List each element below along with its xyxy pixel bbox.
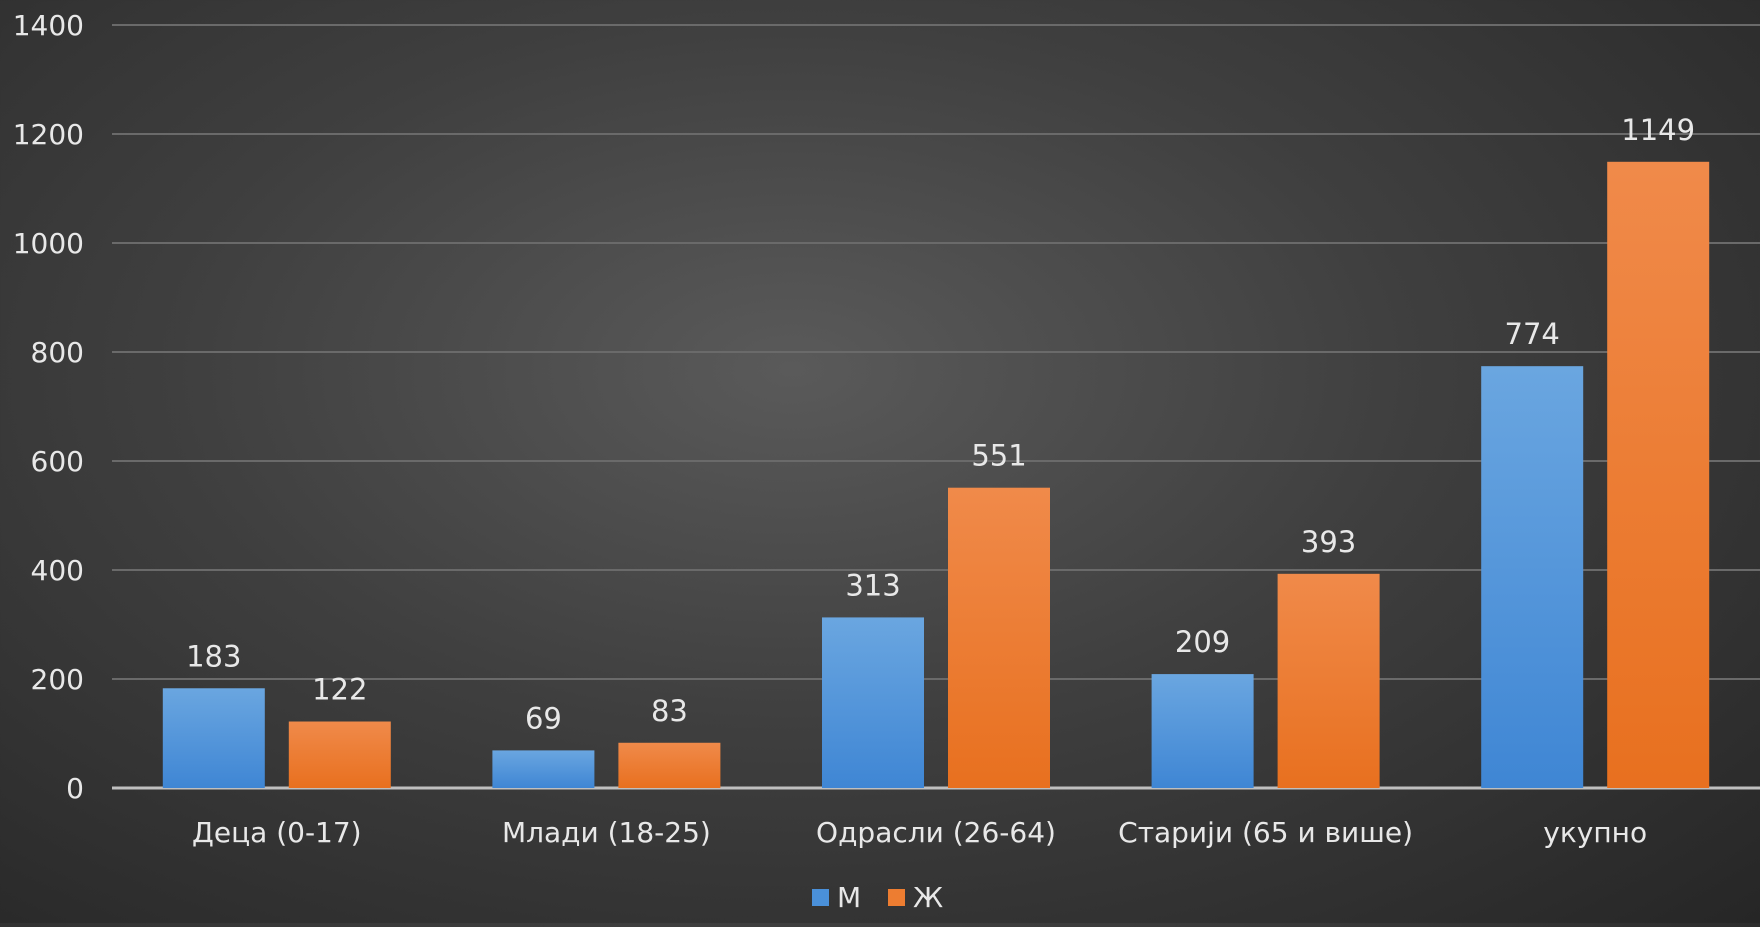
data-label: 183: [186, 639, 241, 673]
data-label: 83: [651, 694, 688, 728]
x-tick-label: укупно: [1543, 816, 1647, 849]
y-axis-ticks: 0 200 400 600 800 1000 1200 1400: [13, 9, 84, 805]
bar-male: [1151, 674, 1254, 788]
data-label: 209: [1175, 625, 1230, 659]
data-label: 313: [845, 568, 900, 602]
x-axis-ticks: Деца (0-17) Млади (18-25) Одрасли (26-64) С…: [192, 816, 1647, 849]
data-label: 122: [312, 673, 367, 707]
data-label: 551: [971, 439, 1026, 473]
bars: [162, 161, 1710, 789]
data-labels: 183 122 69 83 313 551 209 393 774 1149: [186, 113, 1695, 736]
legend-swatch: [888, 889, 905, 906]
y-tick-label: 200: [31, 663, 84, 696]
legend-label: М: [837, 881, 861, 914]
legend-label: Ж: [913, 881, 943, 914]
y-tick-label: 1000: [13, 227, 84, 260]
y-tick-label: 800: [31, 336, 84, 369]
x-tick-label: Млади (18-25): [502, 816, 711, 849]
x-tick-label: Одрасли (26-64): [816, 816, 1056, 849]
data-label: 393: [1301, 525, 1356, 559]
y-tick-label: 0: [66, 772, 84, 805]
y-tick-label: 1400: [13, 9, 84, 42]
bar-male: [822, 617, 924, 788]
y-tick-label: 1200: [13, 118, 84, 151]
data-label: 69: [525, 701, 562, 735]
bar-male: [492, 750, 595, 788]
y-tick-label: 600: [31, 445, 84, 478]
x-tick-label: Деца (0-17): [192, 816, 362, 849]
bar-male: [162, 688, 265, 788]
bar-female: [948, 487, 1050, 788]
legend-swatch: [812, 889, 829, 906]
data-label: 774: [1505, 317, 1560, 351]
gridlines: [112, 24, 1760, 790]
bar-female: [618, 742, 721, 788]
data-label: 1149: [1621, 113, 1695, 147]
x-tick-label: Старији (65 и више): [1118, 816, 1413, 849]
bar-female: [1607, 161, 1710, 789]
bar-female: [288, 721, 391, 788]
bar-male: [1481, 366, 1584, 788]
y-tick-label: 400: [31, 554, 84, 587]
bar-female: [1277, 573, 1380, 788]
